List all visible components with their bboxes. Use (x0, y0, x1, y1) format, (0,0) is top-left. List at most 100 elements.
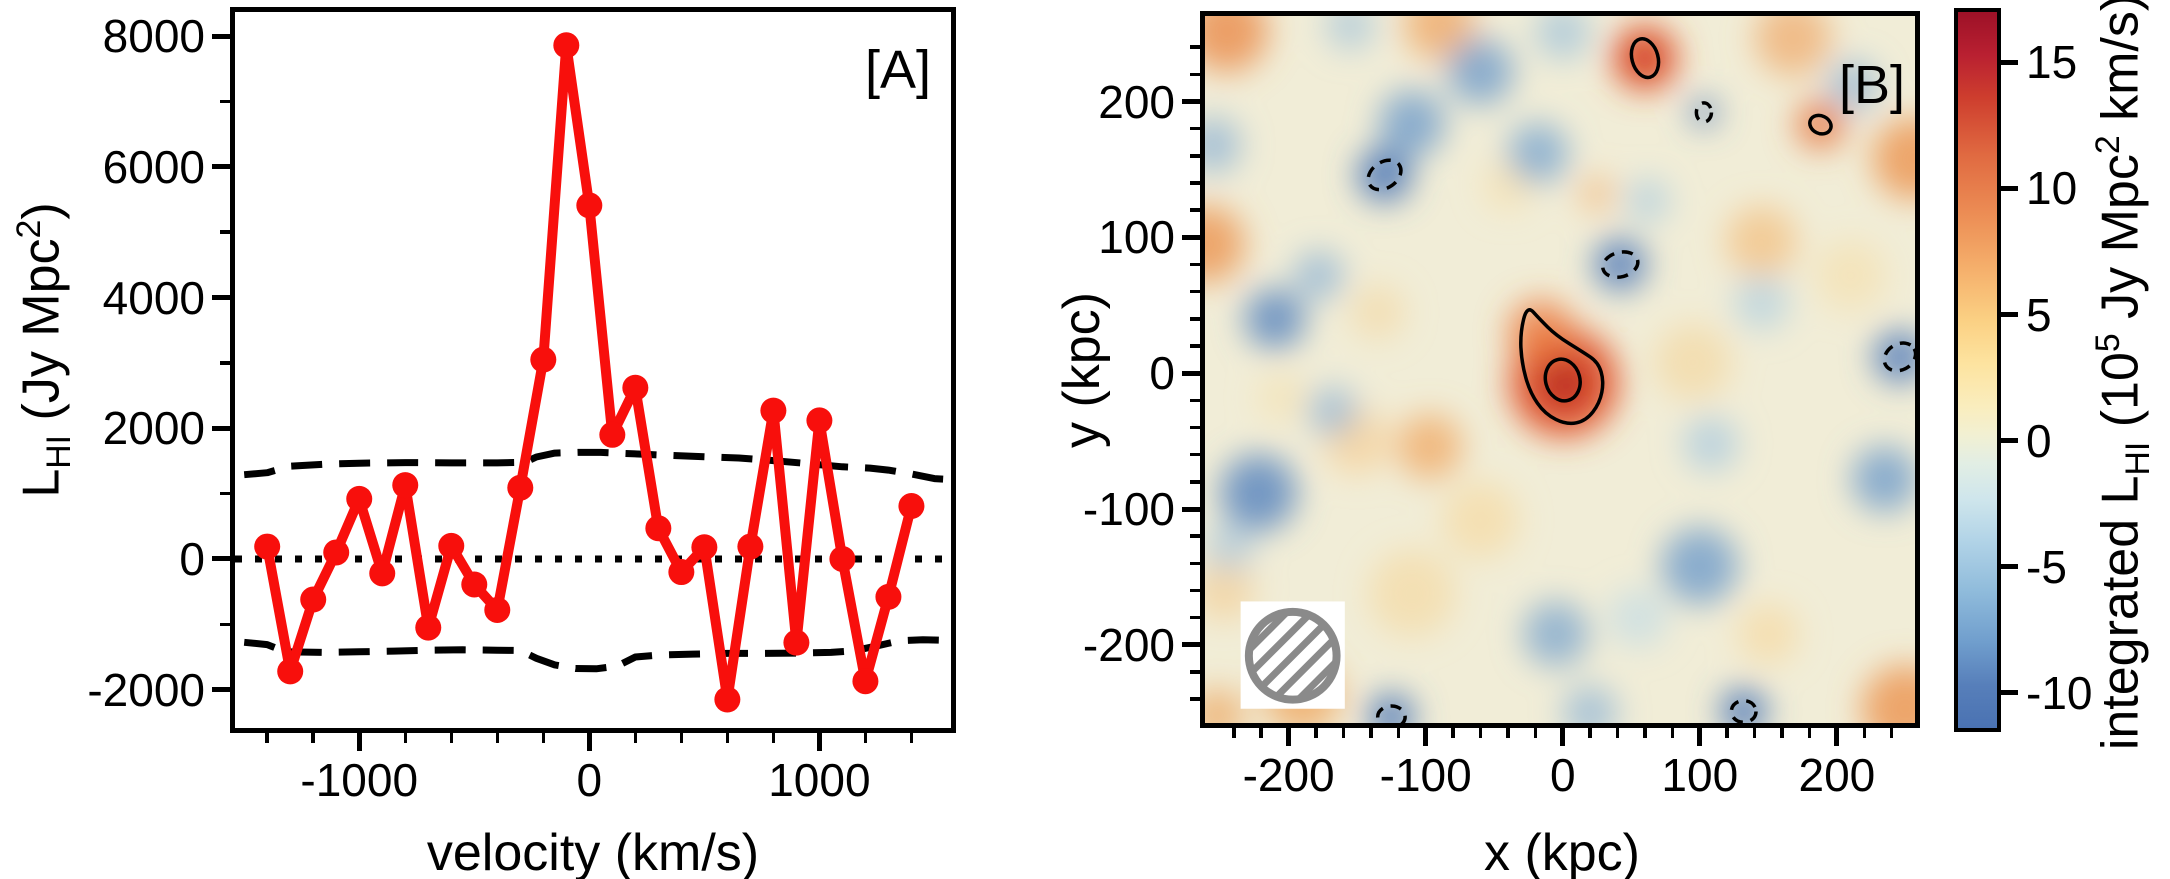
tick-mark (2001, 438, 2018, 444)
tick-mark (909, 733, 914, 743)
tick-mark (1423, 728, 1429, 746)
tick-label: -100 (1082, 483, 1175, 536)
tick-mark (586, 733, 592, 751)
tick-mark (1182, 642, 1200, 648)
tick-mark (1232, 728, 1236, 738)
tick-mark (212, 295, 230, 301)
tick-label: 1000 (768, 754, 871, 806)
tick-mark (1190, 425, 1200, 430)
tick-mark (541, 733, 546, 743)
tick-mark (1396, 728, 1400, 738)
tick-label: -10 (2026, 666, 2093, 719)
tick-mark (1190, 344, 1200, 348)
tick-mark (220, 622, 230, 627)
tick-label: -200 (1082, 618, 1175, 671)
tick-label: 100 (1098, 211, 1175, 264)
tick-mark (212, 556, 230, 562)
tick-mark (1560, 728, 1566, 746)
tick-label: 5 (2026, 288, 2052, 341)
tick-mark (1190, 452, 1200, 457)
tick-mark (311, 733, 315, 743)
tick-label: 10 (2026, 162, 2078, 215)
colorbar-gradient (1958, 12, 1997, 728)
tick-mark (220, 361, 230, 365)
tick-mark (2001, 690, 2018, 696)
tick-mark (679, 733, 684, 743)
tick-mark (1889, 728, 1894, 738)
tick-mark (1190, 289, 1200, 294)
tick-mark (1190, 561, 1200, 566)
hi-map (1205, 16, 1915, 723)
tick-label: 4000 (102, 271, 205, 324)
panel-b-plot-area (1200, 11, 1920, 728)
tick-mark (1862, 728, 1867, 738)
tick-mark (725, 733, 730, 743)
spectrum-plot (235, 32, 951, 713)
tick-mark (1190, 697, 1200, 701)
tick-mark (1697, 728, 1703, 746)
tick-mark (2001, 59, 2018, 65)
tick-mark (1643, 728, 1647, 738)
tick-label: 0 (576, 754, 603, 806)
tick-mark (1369, 728, 1373, 738)
tick-mark (1190, 480, 1200, 484)
tick-label: -5 (2026, 540, 2067, 593)
tick-mark (1190, 534, 1200, 538)
tick-mark (212, 164, 230, 170)
tick-mark (1588, 728, 1592, 738)
tick-label: -200 (1242, 749, 1335, 801)
tick-mark (1615, 728, 1620, 738)
tick-mark (1190, 208, 1200, 212)
tick-mark (1190, 398, 1200, 403)
panel-b-tag: [B] (1838, 55, 1906, 115)
panel-a-tag: [A] (864, 40, 932, 100)
panel-b-ylabel: y (kpc) (1053, 292, 1111, 448)
panel-a-xlabel: velocity (km/s) (426, 824, 760, 879)
tick-label: 15 (2026, 36, 2078, 89)
tick-label: -2000 (87, 663, 205, 716)
tick-mark (1478, 728, 1483, 738)
tick-mark (1341, 728, 1346, 738)
tick-mark (1190, 670, 1200, 674)
tick-mark (1533, 728, 1538, 738)
tick-mark (1182, 99, 1200, 105)
tick-label: 0 (179, 532, 205, 585)
tick-mark (1807, 728, 1812, 738)
panel-a-plot-area (230, 7, 956, 733)
tick-label: 200 (1798, 749, 1876, 801)
tick-mark (1190, 126, 1200, 131)
tick-mark (863, 733, 868, 743)
tick-mark (265, 733, 269, 743)
tick-label: -1000 (300, 754, 419, 806)
tick-label: 0 (2026, 414, 2052, 467)
tick-label: 100 (1661, 749, 1739, 801)
tick-mark (212, 33, 230, 39)
tick-mark (495, 733, 500, 743)
tick-mark (220, 230, 230, 234)
tick-mark (1780, 728, 1784, 738)
colorbar (1954, 8, 2001, 732)
tick-mark (1190, 154, 1200, 158)
tick-mark (356, 733, 362, 751)
tick-mark (220, 99, 230, 104)
tick-mark (1752, 728, 1757, 738)
tick-mark (2001, 312, 2018, 318)
panel-a-ylabel: LHI (Jy Mpc2) (10, 202, 78, 498)
tick-mark (1190, 588, 1200, 593)
tick-mark (1182, 370, 1200, 376)
colorbar-label: integrated LHI (105 Jy Mpc2 km/s) (2089, 0, 2157, 751)
tick-mark (1286, 728, 1292, 746)
tick-mark (1190, 262, 1200, 267)
tick-mark (2001, 564, 2018, 570)
tick-mark (1182, 506, 1200, 512)
tick-mark (1190, 181, 1200, 185)
tick-mark (1834, 728, 1840, 746)
tick-mark (1670, 728, 1675, 738)
tick-label: 2000 (102, 402, 205, 455)
tick-mark (1506, 728, 1510, 738)
tick-mark (403, 733, 407, 743)
tick-mark (220, 491, 230, 496)
tick-mark (2001, 185, 2018, 191)
tick-mark (1190, 45, 1200, 49)
